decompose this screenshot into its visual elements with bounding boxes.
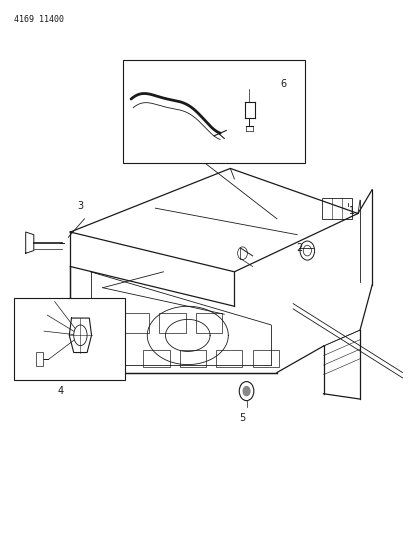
Bar bbox=[216, 350, 242, 367]
Text: 3: 3 bbox=[78, 200, 84, 211]
Text: 1: 1 bbox=[349, 206, 355, 216]
Circle shape bbox=[242, 386, 251, 397]
Polygon shape bbox=[69, 318, 91, 352]
Bar bbox=[196, 313, 222, 333]
Text: 4169 11400: 4169 11400 bbox=[13, 14, 64, 23]
Text: 6: 6 bbox=[280, 78, 286, 88]
Bar bbox=[322, 198, 352, 219]
Bar bbox=[13, 298, 125, 381]
Text: 2: 2 bbox=[296, 243, 302, 253]
Text: 4: 4 bbox=[57, 386, 63, 396]
Bar bbox=[86, 313, 113, 333]
Bar bbox=[253, 350, 279, 367]
Bar bbox=[143, 350, 170, 367]
Bar bbox=[180, 350, 206, 367]
Bar bbox=[160, 313, 186, 333]
Bar bbox=[123, 313, 149, 333]
Ellipse shape bbox=[74, 325, 87, 345]
Text: 5: 5 bbox=[239, 413, 246, 423]
Bar bbox=[36, 352, 43, 366]
Bar bbox=[123, 60, 305, 163]
